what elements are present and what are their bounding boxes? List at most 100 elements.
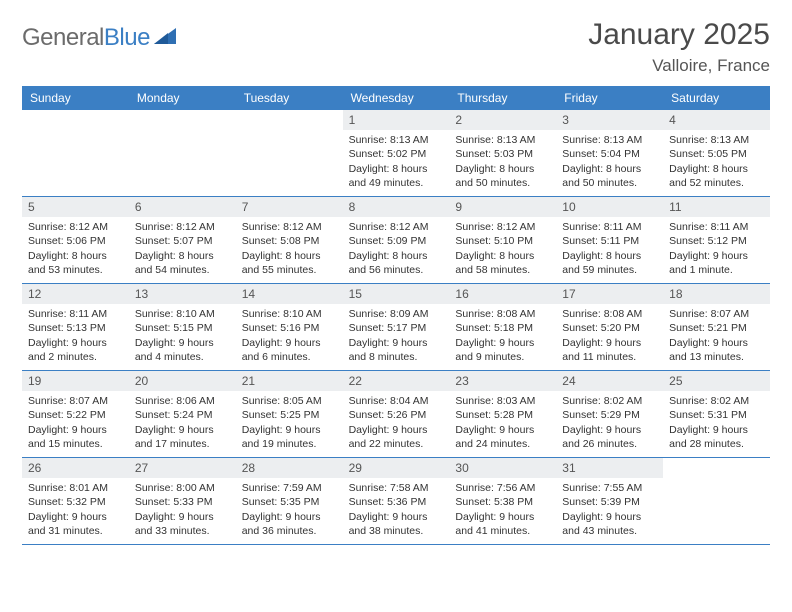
- calendar-cell: 9Sunrise: 8:12 AMSunset: 5:10 PMDaylight…: [449, 197, 556, 283]
- daylight-text: Daylight: 8 hours and 52 minutes.: [669, 162, 764, 190]
- dow-label: Tuesday: [236, 86, 343, 110]
- calendar-cell: 23Sunrise: 8:03 AMSunset: 5:28 PMDayligh…: [449, 371, 556, 457]
- day-number: 13: [129, 284, 236, 304]
- sunrise-text: Sunrise: 8:13 AM: [349, 133, 444, 147]
- sunrise-text: Sunrise: 7:56 AM: [455, 481, 550, 495]
- sunset-text: Sunset: 5:16 PM: [242, 321, 337, 335]
- day-number: 3: [556, 110, 663, 130]
- location: Valloire, France: [588, 56, 770, 76]
- day-number: 23: [449, 371, 556, 391]
- day-number: 12: [22, 284, 129, 304]
- sunset-text: Sunset: 5:22 PM: [28, 408, 123, 422]
- calendar-cell: 2Sunrise: 8:13 AMSunset: 5:03 PMDaylight…: [449, 110, 556, 196]
- dow-label: Wednesday: [343, 86, 450, 110]
- day-number: 27: [129, 458, 236, 478]
- daylight-text: Daylight: 9 hours and 17 minutes.: [135, 423, 230, 451]
- day-number: 10: [556, 197, 663, 217]
- daylight-text: Daylight: 9 hours and 43 minutes.: [562, 510, 657, 538]
- sunset-text: Sunset: 5:17 PM: [349, 321, 444, 335]
- sunset-text: Sunset: 5:05 PM: [669, 147, 764, 161]
- calendar-cell: 4Sunrise: 8:13 AMSunset: 5:05 PMDaylight…: [663, 110, 770, 196]
- sunset-text: Sunset: 5:25 PM: [242, 408, 337, 422]
- calendar-cell: 5Sunrise: 8:12 AMSunset: 5:06 PMDaylight…: [22, 197, 129, 283]
- day-number: 6: [129, 197, 236, 217]
- calendar-cell: [22, 110, 129, 196]
- sunrise-text: Sunrise: 7:55 AM: [562, 481, 657, 495]
- daylight-text: Daylight: 9 hours and 2 minutes.: [28, 336, 123, 364]
- sunrise-text: Sunrise: 8:11 AM: [562, 220, 657, 234]
- calendar-cell: 13Sunrise: 8:10 AMSunset: 5:15 PMDayligh…: [129, 284, 236, 370]
- day-number: 15: [343, 284, 450, 304]
- daylight-text: Daylight: 8 hours and 59 minutes.: [562, 249, 657, 277]
- sunrise-text: Sunrise: 8:12 AM: [349, 220, 444, 234]
- sunrise-text: Sunrise: 8:00 AM: [135, 481, 230, 495]
- sunset-text: Sunset: 5:21 PM: [669, 321, 764, 335]
- sunrise-text: Sunrise: 8:10 AM: [242, 307, 337, 321]
- sunset-text: Sunset: 5:31 PM: [669, 408, 764, 422]
- daylight-text: Daylight: 8 hours and 55 minutes.: [242, 249, 337, 277]
- sunrise-text: Sunrise: 8:13 AM: [455, 133, 550, 147]
- daylight-text: Daylight: 9 hours and 24 minutes.: [455, 423, 550, 451]
- day-number: 4: [663, 110, 770, 130]
- day-number: 5: [22, 197, 129, 217]
- calendar-cell: 24Sunrise: 8:02 AMSunset: 5:29 PMDayligh…: [556, 371, 663, 457]
- daylight-text: Daylight: 8 hours and 58 minutes.: [455, 249, 550, 277]
- calendar-cell: [129, 110, 236, 196]
- header: GeneralBlue January 2025 Valloire, Franc…: [22, 18, 770, 76]
- calendar-cell: 6Sunrise: 8:12 AMSunset: 5:07 PMDaylight…: [129, 197, 236, 283]
- sunset-text: Sunset: 5:28 PM: [455, 408, 550, 422]
- daylight-text: Daylight: 8 hours and 50 minutes.: [562, 162, 657, 190]
- day-number: 31: [556, 458, 663, 478]
- calendar-week: 26Sunrise: 8:01 AMSunset: 5:32 PMDayligh…: [22, 458, 770, 545]
- sunset-text: Sunset: 5:04 PM: [562, 147, 657, 161]
- day-number: 9: [449, 197, 556, 217]
- sunrise-text: Sunrise: 8:07 AM: [669, 307, 764, 321]
- calendar-cell: [236, 110, 343, 196]
- sunrise-text: Sunrise: 8:08 AM: [455, 307, 550, 321]
- sunrise-text: Sunrise: 8:05 AM: [242, 394, 337, 408]
- sunrise-text: Sunrise: 8:09 AM: [349, 307, 444, 321]
- day-number: 17: [556, 284, 663, 304]
- sunset-text: Sunset: 5:03 PM: [455, 147, 550, 161]
- calendar-cell: 21Sunrise: 8:05 AMSunset: 5:25 PMDayligh…: [236, 371, 343, 457]
- calendar-cell: 8Sunrise: 8:12 AMSunset: 5:09 PMDaylight…: [343, 197, 450, 283]
- sunset-text: Sunset: 5:29 PM: [562, 408, 657, 422]
- day-number: 24: [556, 371, 663, 391]
- calendar-cell: 14Sunrise: 8:10 AMSunset: 5:16 PMDayligh…: [236, 284, 343, 370]
- sunrise-text: Sunrise: 8:02 AM: [669, 394, 764, 408]
- logo-part2: Blue: [104, 24, 150, 51]
- sunset-text: Sunset: 5:39 PM: [562, 495, 657, 509]
- sunset-text: Sunset: 5:12 PM: [669, 234, 764, 248]
- sunrise-text: Sunrise: 8:11 AM: [669, 220, 764, 234]
- calendar-week: 12Sunrise: 8:11 AMSunset: 5:13 PMDayligh…: [22, 284, 770, 371]
- calendar: SundayMondayTuesdayWednesdayThursdayFrid…: [22, 86, 770, 545]
- day-number: 28: [236, 458, 343, 478]
- daylight-text: Daylight: 9 hours and 8 minutes.: [349, 336, 444, 364]
- sunset-text: Sunset: 5:07 PM: [135, 234, 230, 248]
- daylight-text: Daylight: 9 hours and 36 minutes.: [242, 510, 337, 538]
- calendar-cell: 30Sunrise: 7:56 AMSunset: 5:38 PMDayligh…: [449, 458, 556, 544]
- sunrise-text: Sunrise: 8:12 AM: [242, 220, 337, 234]
- sunset-text: Sunset: 5:09 PM: [349, 234, 444, 248]
- daylight-text: Daylight: 9 hours and 31 minutes.: [28, 510, 123, 538]
- calendar-page: GeneralBlue January 2025 Valloire, Franc…: [0, 0, 792, 545]
- sunset-text: Sunset: 5:06 PM: [28, 234, 123, 248]
- sunset-text: Sunset: 5:10 PM: [455, 234, 550, 248]
- daylight-text: Daylight: 9 hours and 33 minutes.: [135, 510, 230, 538]
- sunrise-text: Sunrise: 8:12 AM: [28, 220, 123, 234]
- daylight-text: Daylight: 8 hours and 54 minutes.: [135, 249, 230, 277]
- sunset-text: Sunset: 5:18 PM: [455, 321, 550, 335]
- calendar-week: 5Sunrise: 8:12 AMSunset: 5:06 PMDaylight…: [22, 197, 770, 284]
- sunset-text: Sunset: 5:13 PM: [28, 321, 123, 335]
- sunrise-text: Sunrise: 8:01 AM: [28, 481, 123, 495]
- day-number: 8: [343, 197, 450, 217]
- calendar-cell: 7Sunrise: 8:12 AMSunset: 5:08 PMDaylight…: [236, 197, 343, 283]
- sunset-text: Sunset: 5:38 PM: [455, 495, 550, 509]
- calendar-cell: 25Sunrise: 8:02 AMSunset: 5:31 PMDayligh…: [663, 371, 770, 457]
- calendar-cell: 26Sunrise: 8:01 AMSunset: 5:32 PMDayligh…: [22, 458, 129, 544]
- calendar-cell: 11Sunrise: 8:11 AMSunset: 5:12 PMDayligh…: [663, 197, 770, 283]
- day-number: 11: [663, 197, 770, 217]
- calendar-cell: 27Sunrise: 8:00 AMSunset: 5:33 PMDayligh…: [129, 458, 236, 544]
- day-number: 20: [129, 371, 236, 391]
- daylight-text: Daylight: 9 hours and 6 minutes.: [242, 336, 337, 364]
